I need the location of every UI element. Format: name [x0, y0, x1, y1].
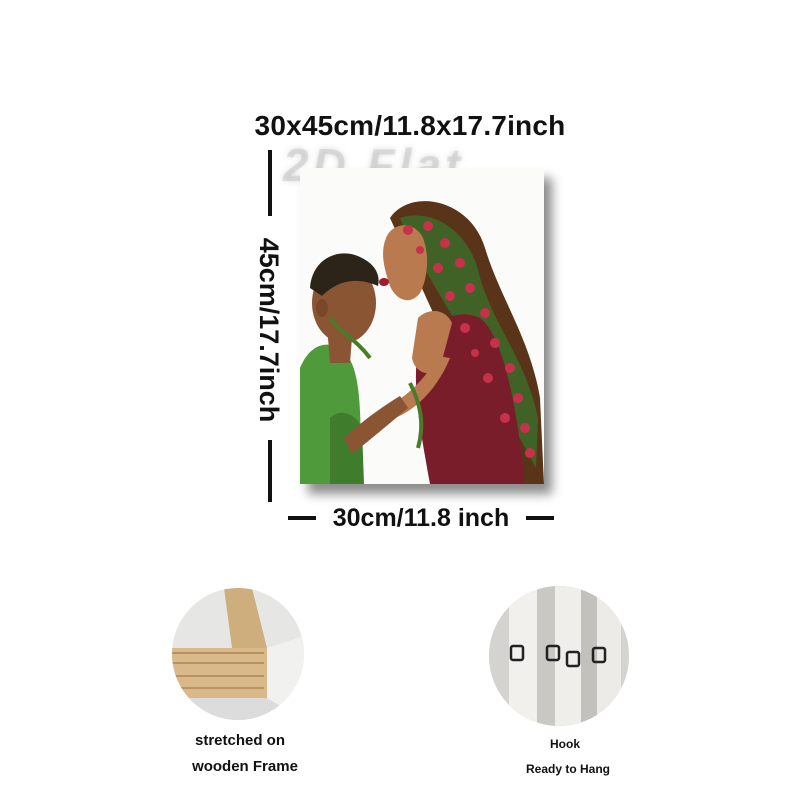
artwork-illustration [300, 201, 544, 484]
wooden-frame-icon [172, 588, 304, 720]
width-label: 30cm/11.8 inch [332, 504, 510, 532]
canvas-artwork [300, 168, 544, 484]
hook-icon [489, 586, 629, 726]
wooden-frame-photo [172, 588, 304, 720]
hook-photo [489, 586, 629, 726]
height-indicator-bottom [268, 440, 272, 502]
width-indicator-right [526, 516, 554, 520]
size-title: 30x45cm/11.8x17.7inch [254, 110, 566, 141]
hook-caption-line2: Ready to Hang [525, 762, 610, 776]
height-label: 45cm/17.7inch [254, 237, 284, 423]
frame-caption-line2: wooden Frame [192, 758, 298, 775]
height-indicator-top [268, 150, 272, 216]
hook-caption-line1: Hook [550, 737, 580, 751]
width-indicator-left [288, 516, 316, 520]
frame-caption-line1: stretched on [194, 732, 285, 749]
